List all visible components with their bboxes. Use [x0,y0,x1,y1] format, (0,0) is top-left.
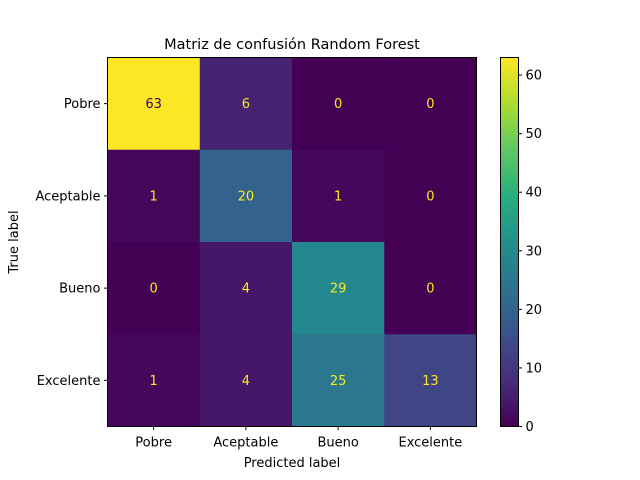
heatmap-cell [199,242,293,335]
cell-value-label: 29 [330,282,347,297]
x-tick-label: Pobre [135,436,172,451]
cell-value-label: 0 [149,282,157,297]
y-tick-label: Aceptable [36,189,101,204]
colorbar-tick-label: 20 [526,303,543,318]
colorbar-tick-label: 0 [526,420,534,435]
heatmap-cell [292,57,385,151]
cell-value-label: 0 [426,282,434,297]
heatmap-cells [107,57,477,427]
cell-value-label: 4 [242,374,250,389]
heatmap-cell [199,57,293,151]
x-axis-ticks: Pobre Aceptable Bueno Excelente [135,426,462,451]
colorbar-ticks: 0 10 20 30 40 50 60 [518,69,543,435]
cell-value-label: 20 [238,189,255,204]
cell-value-label: 0 [426,97,434,112]
heatmap-cell [107,149,201,243]
heatmap-cell [384,149,477,243]
heatmap-frame [107,57,477,427]
cell-value-label: 1 [149,374,157,389]
heatmap-cell [384,334,477,427]
heatmap-cell [384,242,477,335]
y-tick-label: Pobre [64,97,101,112]
cell-value-label: 0 [334,97,342,112]
cell-value-label: 4 [242,282,250,297]
y-tick-label: Bueno [59,282,100,297]
cell-value-label: 25 [330,374,347,389]
colorbar [500,57,519,427]
cell-value-label: 1 [334,189,342,204]
heatmap-cell [384,57,477,151]
colorbar-tick-label: 30 [526,244,543,259]
heatmap-cell-labels: 63 6 0 01 20 1 00 4 29 01 4 25 13 [145,97,438,389]
y-axis-ticks: Pobre Aceptable Bueno Excelente [36,97,108,389]
colorbar-tick-label: 40 [526,186,543,201]
heatmap-cell [199,149,293,243]
x-axis-label: Predicted label [244,456,341,471]
heatmap-cell [107,334,201,427]
cell-value-label: 13 [422,374,439,389]
colorbar-tick-label: 60 [526,69,543,84]
y-axis-label: True label [7,210,22,274]
heatmap-cell [199,334,293,427]
x-tick-label: Aceptable [213,436,278,451]
cell-value-label: 6 [242,97,250,112]
chart-title: Matriz de confusión Random Forest [164,37,420,53]
heatmap-cell [292,334,385,427]
x-tick-label: Bueno [317,436,358,451]
heatmap-cell [107,57,201,151]
colorbar-tick-label: 10 [526,361,543,376]
heatmap-cell [107,242,201,335]
x-tick-label: Excelente [398,436,462,451]
heatmap-cell [292,149,385,243]
cell-value-label: 1 [149,189,157,204]
cell-value-label: 0 [426,189,434,204]
colorbar-tick-label: 50 [526,127,543,142]
heatmap-cell [292,242,385,335]
y-tick-label: Excelente [37,374,101,389]
cell-value-label: 63 [145,97,162,112]
